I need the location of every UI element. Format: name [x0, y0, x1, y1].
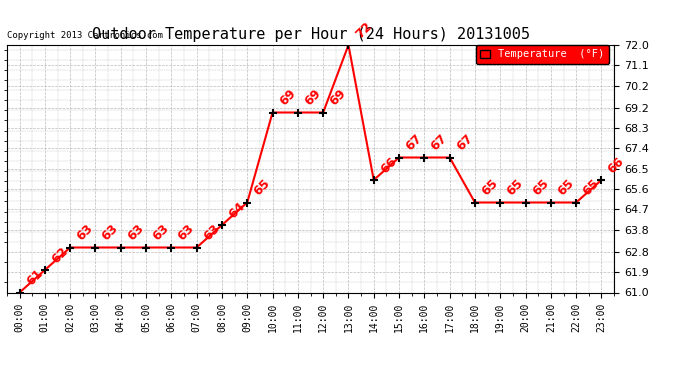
- Text: 63: 63: [175, 222, 197, 243]
- Text: 72: 72: [353, 20, 374, 41]
- Text: 66: 66: [378, 154, 400, 176]
- Legend: Temperature  (°F): Temperature (°F): [475, 45, 609, 64]
- Text: 63: 63: [201, 222, 222, 243]
- Text: 62: 62: [49, 244, 70, 266]
- Text: 65: 65: [555, 177, 577, 198]
- Text: 69: 69: [277, 87, 298, 108]
- Text: 65: 65: [504, 177, 526, 198]
- Text: 66: 66: [606, 154, 627, 176]
- Title: Outdoor Temperature per Hour (24 Hours) 20131005: Outdoor Temperature per Hour (24 Hours) …: [92, 27, 529, 42]
- Text: 67: 67: [454, 132, 475, 153]
- Text: Copyright 2013 Cartronics.com: Copyright 2013 Cartronics.com: [7, 31, 163, 40]
- Text: 63: 63: [75, 222, 96, 243]
- Text: 67: 67: [428, 132, 450, 153]
- Text: 65: 65: [530, 177, 551, 198]
- Text: 65: 65: [580, 177, 602, 198]
- Text: 64: 64: [226, 200, 248, 221]
- Text: 69: 69: [302, 87, 324, 108]
- Text: 65: 65: [479, 177, 501, 198]
- Text: 63: 63: [150, 222, 172, 243]
- Text: 65: 65: [251, 177, 273, 198]
- Text: 61: 61: [23, 267, 46, 288]
- Text: 67: 67: [403, 132, 425, 153]
- Text: 69: 69: [327, 87, 348, 108]
- Text: 63: 63: [99, 222, 121, 243]
- Text: 63: 63: [125, 222, 146, 243]
